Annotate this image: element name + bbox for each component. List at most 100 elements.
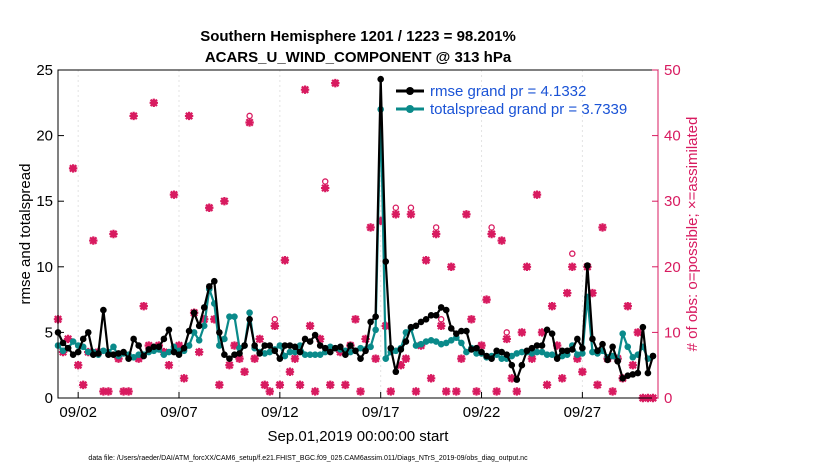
spread-point xyxy=(226,313,233,320)
rmse-point xyxy=(170,348,178,356)
obs-assimilated-point xyxy=(452,387,461,396)
rmse-point xyxy=(407,323,415,331)
rmse-point xyxy=(604,356,611,364)
rmse-point xyxy=(205,283,213,290)
rmse-point xyxy=(649,352,657,360)
obs-assimilated-point xyxy=(522,262,532,271)
obs-assimilated-point xyxy=(492,387,501,396)
obs-assimilated-point xyxy=(265,387,274,396)
spread-point xyxy=(306,351,314,359)
rmse-point xyxy=(246,315,253,323)
rmse-point xyxy=(231,351,238,359)
rmse-point xyxy=(619,375,627,382)
rmse-point xyxy=(639,323,647,331)
obs-assimilated-point xyxy=(230,341,239,350)
obs-assimilated-point xyxy=(628,361,637,370)
obs-assimilated-point xyxy=(366,223,375,232)
obs-assimilated-point xyxy=(411,387,421,396)
chart-title-line2: ACARS_U_WIND_COMPONENT @ 313 hPa xyxy=(205,49,512,66)
spread-point xyxy=(548,351,556,359)
obs-assimilated-point xyxy=(124,387,133,396)
obs-assimilated-point xyxy=(442,387,451,396)
spread-point xyxy=(367,343,374,351)
x-tick-label-5: 09/27 xyxy=(564,404,602,421)
obs-possible-point xyxy=(569,250,576,257)
rmse-point xyxy=(221,351,228,359)
rmse-point xyxy=(442,306,450,314)
rmse-point xyxy=(74,348,82,356)
obs-assimilated-point xyxy=(552,341,562,350)
obs-assimilated-point xyxy=(477,341,486,350)
left-y-tick-label-3: 15 xyxy=(36,193,53,210)
obs-assimilated-point xyxy=(63,334,73,344)
obs-assimilated-point xyxy=(421,256,431,265)
spread-point xyxy=(579,350,586,357)
rmse-point xyxy=(503,351,511,359)
rmse-point xyxy=(427,312,435,319)
rmse-point xyxy=(261,342,269,349)
obs-assimilated-point xyxy=(512,387,522,396)
spread-point xyxy=(231,313,238,320)
rmse-point xyxy=(357,355,364,362)
rmse-point xyxy=(271,347,279,355)
obs-assimilated-point xyxy=(406,210,416,219)
rmse-point xyxy=(634,369,642,377)
left-y-axis-label: rmse and totalspread xyxy=(17,164,34,305)
spread-point xyxy=(442,339,450,347)
x-tick-label-1: 09/07 xyxy=(160,404,198,421)
rmse-point xyxy=(579,344,586,352)
rmse-point xyxy=(644,369,652,377)
obs-assimilated-point xyxy=(527,354,537,363)
legend-spread-label: totalspread grand pr = 3.7339 xyxy=(430,101,627,118)
obs-possible-point xyxy=(407,204,415,212)
rmse-point xyxy=(84,329,92,336)
obs-assimilated-point xyxy=(537,328,547,337)
obs-assimilated-point xyxy=(134,354,143,363)
rmse-point xyxy=(306,338,314,345)
rmse-point xyxy=(95,350,102,357)
rmse-point xyxy=(266,342,274,349)
rmse-point xyxy=(140,352,148,360)
obs-assimilated-point xyxy=(310,387,320,396)
spread-point xyxy=(59,347,67,355)
rmse-point xyxy=(135,342,142,349)
spread-point xyxy=(276,342,284,349)
rmse-point xyxy=(447,325,455,332)
obs-possible-point xyxy=(271,316,279,323)
spread-point xyxy=(473,350,480,357)
obs-assimilated-point xyxy=(73,361,83,370)
left-y-tick-label-0: 0 xyxy=(45,390,53,407)
rmse-point xyxy=(483,352,490,360)
obs-assimilated-point xyxy=(79,380,88,390)
spread-point xyxy=(427,336,435,344)
spread-point xyxy=(498,355,505,362)
rmse-point xyxy=(558,347,566,355)
chart-title-line1: Southern Hemisphere 1201 / 1223 = 98.201… xyxy=(200,28,516,45)
x-tick-label-3: 09/17 xyxy=(362,404,400,421)
obs-assimilated-point xyxy=(215,380,224,390)
rmse-point xyxy=(180,344,188,352)
rmse-point xyxy=(145,346,153,353)
obs-assimilated-point xyxy=(174,341,184,350)
obs-assimilated-point xyxy=(341,380,350,390)
obs-assimilated-point xyxy=(351,315,360,324)
spread-point xyxy=(69,338,77,345)
rmse-point xyxy=(326,348,334,356)
left-y-tick-label-1: 5 xyxy=(45,324,53,341)
obs-assimilated-point xyxy=(290,354,300,363)
rmse-point xyxy=(367,318,374,326)
spread-point xyxy=(543,351,551,359)
obs-assimilated-point xyxy=(563,288,572,298)
obs-assimilated-point xyxy=(331,78,340,88)
rmse-point xyxy=(372,313,379,320)
spread-point xyxy=(624,343,632,351)
obs-assimilated-point xyxy=(593,380,602,390)
obs-assimilated-point xyxy=(205,203,214,212)
obs-assimilated-point xyxy=(184,111,194,121)
rmse-point xyxy=(548,330,556,338)
right-y-axis-label: # of obs: o=possible; ×=assimilated xyxy=(684,117,701,352)
legend: rmse grand pr = 4.1332 totalspread grand… xyxy=(396,83,627,118)
obs-assimilated-point xyxy=(235,354,244,363)
rmse-point xyxy=(89,351,97,359)
